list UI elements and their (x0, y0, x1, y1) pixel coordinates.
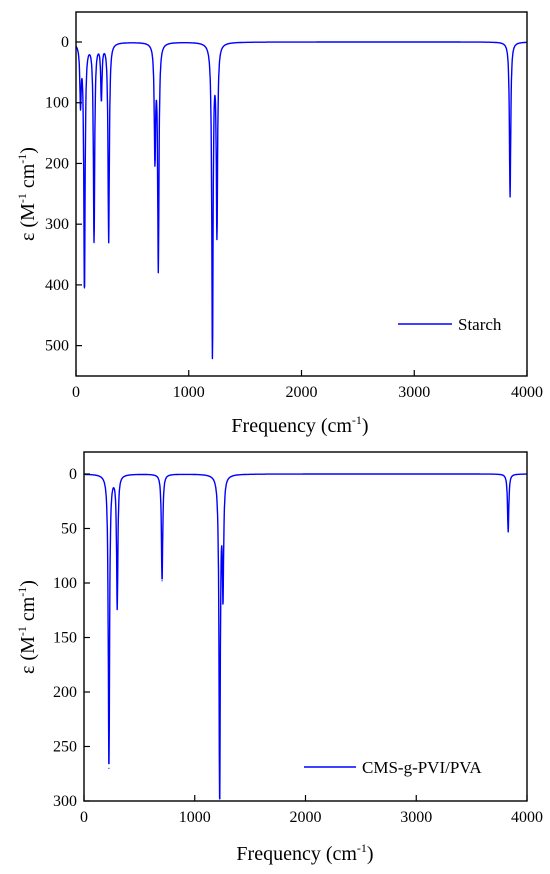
chart-1-x-axis-title: Frequency (cm-1) (231, 413, 368, 437)
chart-2-x-tick-label-4: 4000 (511, 809, 543, 826)
chart-1-x-tick-label-0: 0 (72, 384, 80, 401)
chart-2-peak-point-3 (219, 798, 221, 800)
chart-1-x-tick-label-1: 1000 (173, 384, 205, 401)
chart-1-y-ticks: 0 100 200 300 400 500 (45, 34, 82, 355)
chart-1-plot (75, 41, 528, 360)
chart-1-peak-point-0 (79, 99, 82, 101)
chart-2-plot (83, 473, 528, 800)
chart-2-x-tick-label-0: 0 (80, 809, 88, 826)
chart-1-y-tick-label-0: 0 (61, 34, 69, 51)
chart-2-frame (83, 451, 528, 802)
chart-2-peak-point-1 (116, 606, 118, 608)
chart-2-y-tick-label-1: 50 (61, 521, 77, 538)
chart-1-y-tick-label-5: 500 (45, 338, 69, 355)
chart-1-x-tick-label-2: 2000 (286, 384, 318, 401)
chart-2-peak-point-5 (507, 531, 509, 533)
chart-2-series-line-0 (83, 473, 528, 800)
chart-1-peak-point-5 (154, 153, 156, 155)
chart-1-x-tick-label-3: 3000 (398, 384, 430, 401)
chart-1-y-tick-label-2: 200 (45, 155, 69, 172)
chart-1-legend-label: Starch (458, 315, 502, 334)
chart-2-x-axis-title: Frequency (cm-1) (236, 841, 373, 865)
chart-1-x-tick-label-4: 4000 (511, 384, 543, 401)
chart-1-legend: Starch (398, 315, 502, 334)
chart-2-x-tick-label-2: 2000 (290, 809, 322, 826)
chart-2-x-tick-label-3: 3000 (400, 809, 432, 826)
chart-1-peak-point-4 (108, 240, 110, 242)
chart-1-peak-point-6 (157, 266, 159, 268)
chart-1-peak-point-1 (83, 287, 86, 289)
chart-2-legend: CMS-g-PVI/PVA (304, 758, 482, 777)
chart-2-legend-label: CMS-g-PVI/PVA (362, 758, 482, 777)
chart-2: 0 1000 2000 3000 4000 0 50 100 150 200 250 300 Fre… (15, 451, 543, 865)
chart-2-peak-point-2 (161, 580, 163, 582)
chart-2-y-ticks: 0 50 100 150 200 250 300 (53, 466, 90, 810)
chart-2-y-axis-title: ε (M-1 cm-1) (15, 580, 39, 674)
chart-1-x-ticks: 0 1000 2000 3000 4000 (72, 370, 543, 401)
chart-2-x-ticks: 0 1000 2000 3000 4000 (80, 795, 543, 826)
chart-2-y-tick-label-5: 250 (53, 739, 77, 756)
chart-1-y-axis-title: ε (M-1 cm-1) (15, 147, 39, 241)
chart-1-y-tick-label-3: 300 (45, 216, 69, 233)
chart-1-y-tick-label-4: 400 (45, 277, 69, 294)
chart-2-peak-point-0 (108, 767, 110, 769)
chart-1-peak-point-2 (93, 238, 95, 240)
chart-1-series-line-0 (75, 41, 528, 360)
chart-1-peak-point-7 (211, 352, 214, 354)
chart-1: 0 1000 2000 3000 4000 0 100 200 300 400 500 Frequ… (15, 11, 543, 437)
chart-2-y-tick-label-3: 150 (53, 630, 77, 647)
chart-2-y-tick-label-4: 200 (53, 684, 77, 701)
chart-1-peak-point-9 (509, 196, 511, 198)
chart-2-x-tick-label-1: 1000 (179, 809, 211, 826)
chart-2-y-tick-label-0: 0 (69, 466, 77, 483)
chart-2-peak-point-4 (222, 587, 224, 590)
chart-2-y-tick-label-2: 100 (53, 575, 77, 592)
chart-1-peak-point-8 (216, 229, 218, 231)
chart-2-y-tick-label-6: 300 (53, 793, 77, 810)
chart-1-peak-point-3 (100, 96, 102, 98)
chart-1-y-tick-label-1: 100 (45, 95, 69, 112)
